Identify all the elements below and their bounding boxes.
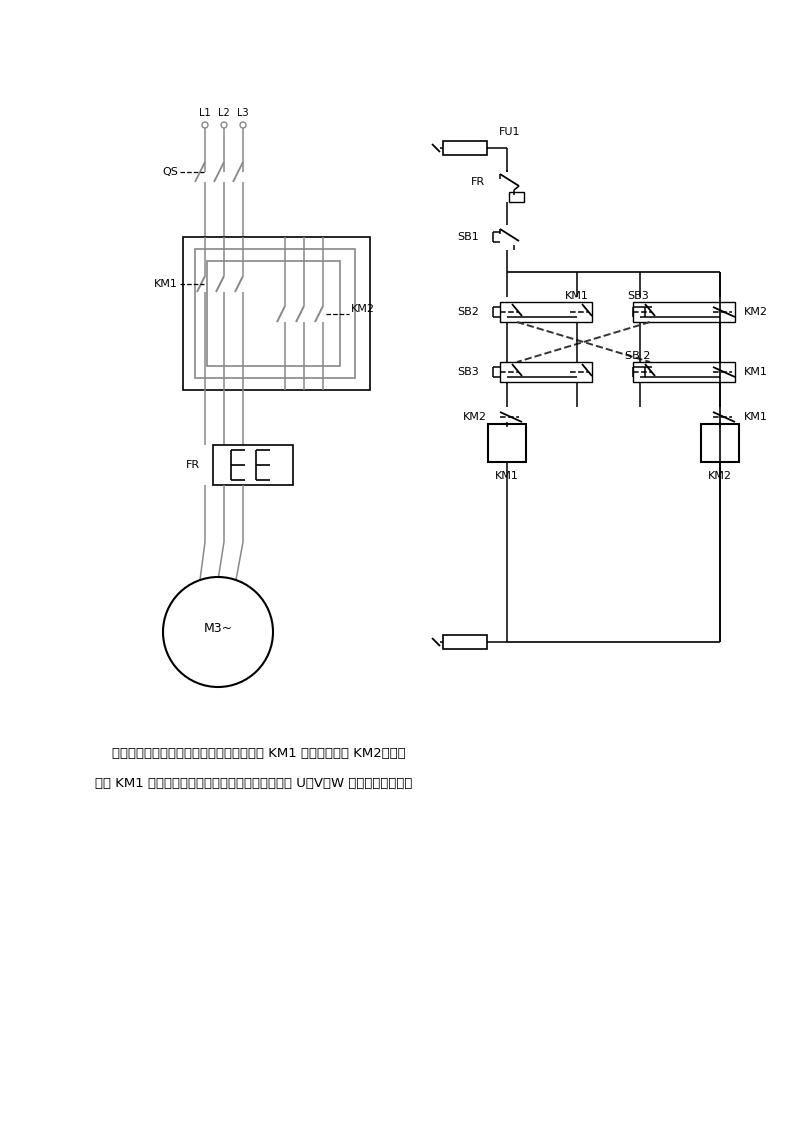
- Text: 触器 KM1 的三对主触头接通时，三相电源的相序按 U－V－W 接入电动机。当接: 触器 KM1 的三对主触头接通时，三相电源的相序按 U－V－W 接入电动机。当接: [95, 777, 412, 790]
- Text: L2: L2: [218, 108, 230, 118]
- Text: FR: FR: [471, 177, 485, 187]
- Bar: [213, 445, 293, 484]
- Text: KM1: KM1: [565, 291, 589, 301]
- Text: 图中主回路采用两个接触器，即正转接触器 KM1 和反转接触器 KM2。当接: 图中主回路采用两个接触器，即正转接触器 KM1 和反转接触器 KM2。当接: [95, 747, 406, 760]
- Bar: [509, 192, 524, 201]
- Text: KM2: KM2: [708, 471, 732, 481]
- Text: KM1: KM1: [495, 471, 519, 481]
- Bar: [443, 635, 487, 649]
- Bar: [207, 261, 340, 366]
- Text: SB3: SB3: [458, 367, 479, 377]
- Circle shape: [240, 122, 246, 128]
- Bar: [500, 302, 592, 321]
- Circle shape: [202, 122, 208, 128]
- Text: SB1: SB1: [458, 232, 479, 242]
- Circle shape: [163, 577, 273, 687]
- Text: KM1: KM1: [744, 412, 768, 422]
- Bar: [195, 249, 355, 378]
- Text: KM2: KM2: [744, 307, 768, 317]
- Text: L3: L3: [237, 108, 249, 118]
- Text: FR: FR: [186, 460, 200, 470]
- Bar: [183, 237, 370, 391]
- Text: KM2: KM2: [463, 412, 487, 422]
- Text: QS: QS: [162, 168, 178, 177]
- Text: FU1: FU1: [499, 127, 521, 137]
- Text: KM2: KM2: [351, 305, 375, 314]
- Text: SB3: SB3: [627, 291, 649, 301]
- Bar: [633, 302, 735, 321]
- Bar: [500, 362, 592, 381]
- Circle shape: [221, 122, 227, 128]
- Text: KM1: KM1: [744, 367, 768, 377]
- Bar: [488, 424, 526, 462]
- Text: SB 2: SB 2: [626, 351, 650, 361]
- Text: L1: L1: [199, 108, 211, 118]
- Bar: [633, 362, 735, 381]
- Bar: [443, 142, 487, 155]
- Text: M3~: M3~: [203, 621, 233, 635]
- Bar: [701, 424, 739, 462]
- Text: SB2: SB2: [457, 307, 479, 317]
- Text: KM1: KM1: [154, 278, 178, 289]
